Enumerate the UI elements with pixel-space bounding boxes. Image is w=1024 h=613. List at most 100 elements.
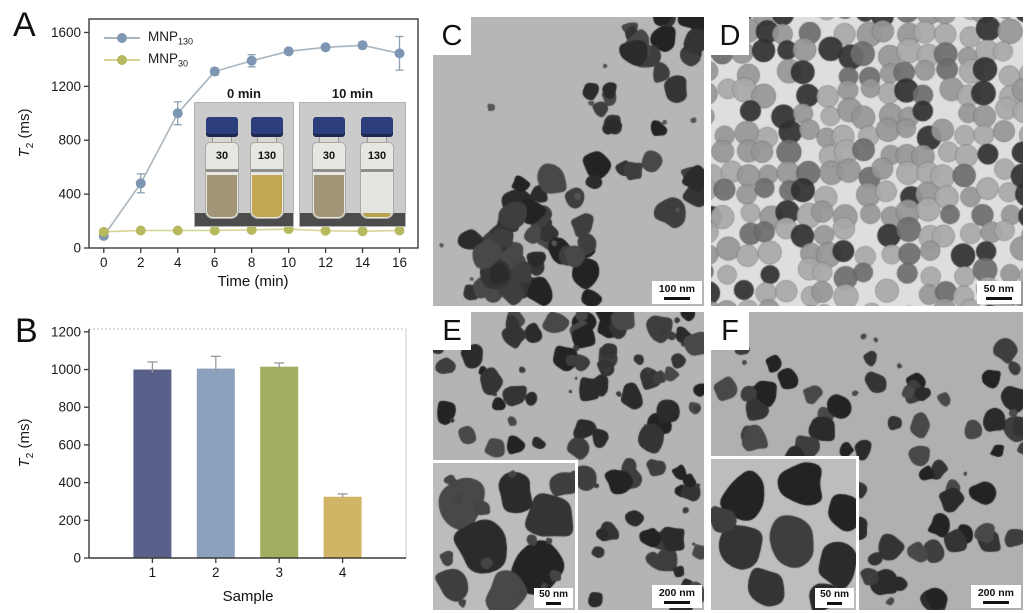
panel-e-letter: E [433,312,471,350]
panel-a-x-axis-label: Time (min) [217,273,289,290]
vial-ring [251,169,283,172]
tem-inset-image-e [433,463,575,610]
scale-bar-d: 50 nm [976,281,1021,304]
scale-bar-line [546,602,562,605]
scale-bar-line [985,297,1012,300]
legend-item-mnp30: MNP30 [104,49,193,71]
y-tick-label: 1200 [51,324,81,339]
y-tick-label: 400 [58,187,81,202]
tem-inset-image-f [711,459,856,610]
vial-body: 30 [312,142,346,219]
x-tick-label: 4 [339,565,347,580]
data-point-marker [135,178,146,189]
tem-image-d [711,17,1023,306]
legend-label-mnp130: MNP130 [148,29,194,47]
vial-liquid [362,175,392,217]
series-mnp130 [98,35,405,241]
bar-sample-2 [196,368,235,558]
vial-130-10min: 130 [358,117,396,219]
tem-panel-e-inset: 50 nm [433,460,578,610]
vial-neck [257,137,277,142]
x-tick-label: 2 [212,565,220,580]
x-tick-label: 0 [100,255,108,270]
legend-marker-mnp30 [104,55,140,65]
y-tick-label: 1600 [51,25,81,40]
data-point-marker [98,226,109,237]
bar-chart-panel-b: 0 200 400 600 800 1000 1200 1 2 3 4 [51,324,407,580]
vial-cap [251,117,283,137]
x-tick-label: 3 [275,565,283,580]
data-point-marker [394,48,405,59]
scale-bar-line [982,601,1009,604]
scale-bar-e: 200 nm [651,585,702,608]
y-tick-label: 600 [58,437,81,452]
vial-body: 130 [360,142,394,219]
data-point-marker [394,225,405,236]
data-point-marker [357,40,368,51]
data-point-marker [283,46,294,57]
tem-panel-c: C 100 nm [433,17,704,306]
vial-neck [319,137,339,142]
inset-scale-bar-f: 50 nm [815,588,854,608]
y-tick-label: 800 [58,133,81,148]
vial-liquid [252,175,282,217]
x-tick-label: 4 [174,255,182,270]
x-tick-label: 1 [149,565,157,580]
x-tick-label: 2 [137,255,145,270]
inset-photo-10min: 30 130 [299,102,406,227]
y-tick-label: 0 [73,241,81,256]
legend-item-mnp130: MNP130 [104,27,193,49]
bar-sample-1 [133,369,172,558]
vial-ring [206,169,238,172]
vial-ring [313,169,345,172]
inset-photo-title-10min: 10 min [331,86,374,101]
y-tick-label: 1000 [51,362,81,377]
legend-label-mnp30: MNP30 [148,51,189,69]
x-tick-label: 16 [392,255,407,270]
data-point-marker [172,225,183,236]
data-point-marker [320,42,331,53]
panel-b-x-axis-label: Sample [222,588,274,605]
inset-photo-title-0min: 0 min [227,86,261,101]
vial-30-0min: 30 [203,117,241,219]
tem-panel-f-inset: 50 nm [711,456,859,610]
vial-neck [367,137,387,142]
vial-cap [361,117,393,137]
line-chart-panel-a: 0 2 4 6 8 10 12 14 16 0 400 800 1200 1600 [51,18,419,270]
axis-ticks: 0 200 400 600 800 1000 1200 [51,324,89,566]
data-point-marker [246,224,257,235]
y-tick-label: 800 [58,400,81,415]
x-tick-label: 6 [211,255,219,270]
data-point-marker [209,66,220,77]
vial-label: 30 [215,150,229,162]
scale-bar-f: 200 nm [970,585,1021,608]
vial-label: 130 [367,150,387,162]
vial-30-10min: 30 [310,117,348,219]
panel-f-letter: F [711,312,749,350]
vial-cap [206,117,238,137]
data-point-marker [246,55,257,66]
scale-bar-line [663,297,690,300]
x-tick-label: 8 [248,255,256,270]
vial-liquid [314,175,344,217]
data-point-marker [209,225,220,236]
tem-panel-f: F 50 nm 200 nm [711,312,1023,610]
data-point-marker [320,225,331,236]
vial-body: 130 [250,142,284,219]
x-tick-label: 12 [318,255,333,270]
x-tick-label: 14 [355,255,371,270]
vial-liquid [207,175,237,217]
y-tick-label: 0 [73,551,81,566]
panel-c-letter: C [433,17,471,55]
panel-a-y-axis-label: T2 (ms) [16,108,36,158]
vial-cap [313,117,345,137]
panel-b-letter: B [15,312,38,350]
inset-scale-bar-e: 50 nm [534,588,573,608]
vial-130-0min: 130 [248,117,286,219]
scale-bar-line [827,602,843,605]
tem-panel-d: D 50 nm [711,17,1023,306]
y-tick-label: 1200 [51,79,81,94]
bar-sample-4 [323,496,362,558]
data-point-marker [357,226,368,237]
